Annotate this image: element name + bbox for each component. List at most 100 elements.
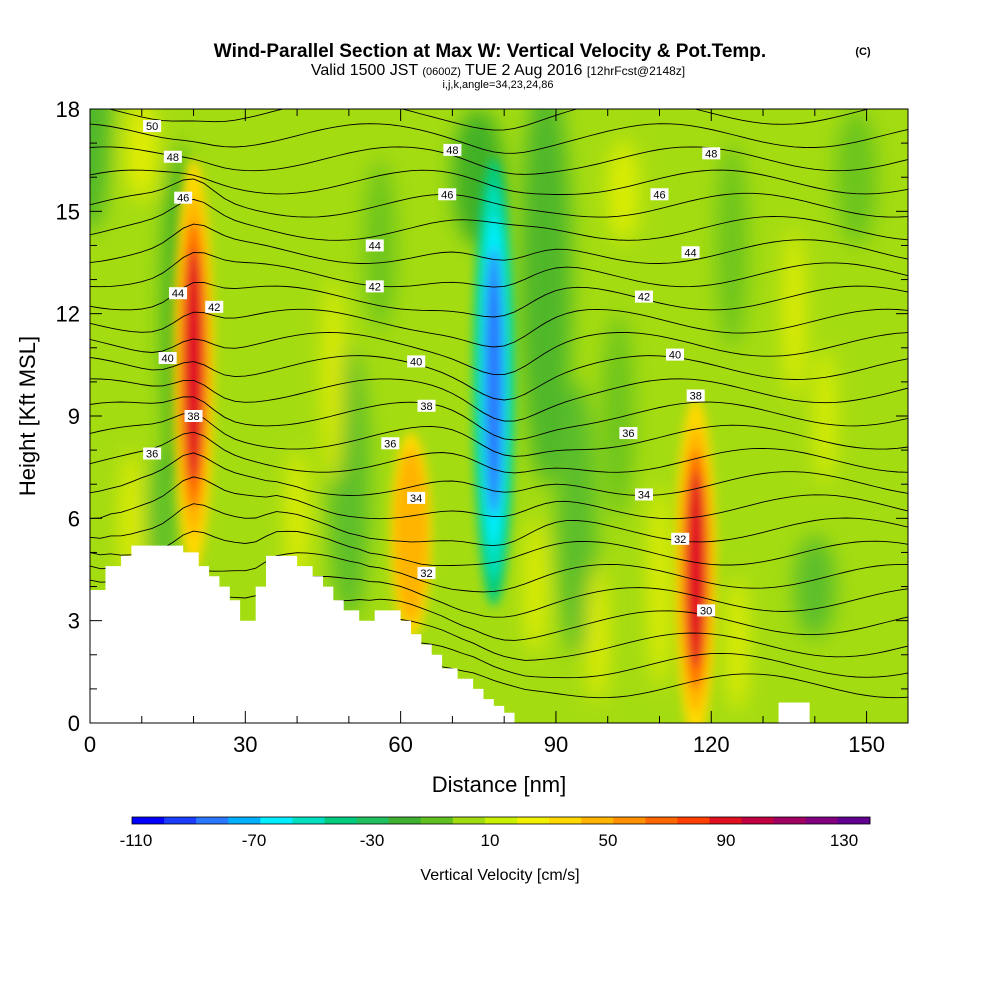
theta-label-box <box>158 352 177 365</box>
theta-label: 46 <box>174 191 193 205</box>
theta-label-box <box>407 491 426 504</box>
theta-contour-line <box>90 282 908 318</box>
theta-label: 46 <box>438 188 457 201</box>
theta-label: 30 <box>697 604 716 617</box>
updraft-core <box>184 248 203 481</box>
colorbar-swatch <box>517 817 550 824</box>
theta-label-box <box>702 147 721 160</box>
theta-label: 34 <box>407 491 426 505</box>
theta-label: 34 <box>634 488 653 501</box>
terrain-mask <box>90 545 515 723</box>
x-axis: 0 30 60 90 120 150 <box>84 109 885 757</box>
colorbar-swatch <box>356 817 390 824</box>
theta-label: 44 <box>365 239 384 252</box>
theta-label: 36 <box>143 447 162 461</box>
theta-label: 44 <box>169 287 188 300</box>
colorbar-swatch <box>709 817 743 824</box>
theta-label-text: 48 <box>705 148 717 160</box>
theta-contour-line <box>90 252 908 288</box>
colorbar <box>131 816 871 825</box>
theta-label-box <box>381 437 400 450</box>
colorbar-swatch <box>613 817 646 824</box>
colorbar-tick-label: -110 <box>120 831 153 850</box>
theta-contour-line <box>90 476 908 520</box>
theta-label-box <box>681 246 700 259</box>
theta-label-box <box>666 348 685 361</box>
colorbar-swatch <box>132 817 165 824</box>
theta-label-text: 46 <box>177 193 189 205</box>
velocity-patch <box>286 450 308 587</box>
theta-label-text: 32 <box>420 568 432 580</box>
theta-label-box <box>365 239 384 252</box>
theta-contour-line <box>90 530 908 567</box>
theta-contour-line <box>90 355 908 401</box>
downdraft-core <box>484 247 504 517</box>
velocity-patch <box>716 143 748 348</box>
velocity-patch <box>90 109 111 232</box>
theta-label-text: 40 <box>410 356 422 368</box>
plot-area: 50 48 48 48 46 46 46 44 44 44 42 42 42 40 40 40 38 38 38 36… <box>90 109 908 723</box>
theta-label: 38 <box>184 410 203 423</box>
theta-label: 38 <box>686 389 705 403</box>
colorbar-swatch <box>292 817 326 824</box>
theta-contour-line <box>90 308 908 348</box>
theta-label-text: 34 <box>638 489 650 501</box>
colorbar-swatch <box>260 817 293 824</box>
theta-label-box <box>417 566 436 579</box>
colorbar-tick-label: 50 <box>599 831 618 850</box>
theta-label-box <box>619 427 638 440</box>
velocity-cores <box>172 157 717 723</box>
theta-label-box <box>438 188 457 201</box>
colorbar-tick-label: 130 <box>830 831 858 850</box>
x-axis-label: Distance [nm] <box>432 772 567 797</box>
theta-label-text: 30 <box>700 605 712 617</box>
theta-label-text: 40 <box>162 353 174 365</box>
colorbar-swatch <box>388 817 422 824</box>
y-tick-label: 3 <box>68 609 80 634</box>
theta-label: 48 <box>443 143 462 157</box>
theta-label-box <box>686 389 705 402</box>
theta-label-text: 38 <box>690 391 702 403</box>
velocity-patch <box>835 109 877 246</box>
theta-label-box <box>417 399 436 412</box>
colorbar-swatch <box>484 817 518 824</box>
colorbar-tick-label: -30 <box>360 831 385 850</box>
x-tick-label: 90 <box>544 732 568 757</box>
theta-contour-line <box>90 331 908 376</box>
theta-label-text: 36 <box>146 449 158 461</box>
theta-contour-line <box>90 169 908 195</box>
colorbar-swatch <box>549 817 582 824</box>
colorbar-swatch <box>645 817 678 824</box>
updraft-core <box>686 471 706 668</box>
theta-contours <box>90 109 908 699</box>
theta-label-text: 46 <box>441 189 453 201</box>
colorbar-swatch <box>837 817 871 824</box>
colorbar-swatch <box>805 817 839 824</box>
x-tick-label: 0 <box>84 732 96 757</box>
theta-label: 32 <box>671 532 690 546</box>
theta-contour-line <box>90 552 908 593</box>
colorbar-swatch <box>741 817 775 824</box>
y-tick-label: 0 <box>68 711 80 736</box>
y-axis-label: Height [Kft MSL] <box>15 336 40 496</box>
theta-label: 42 <box>205 300 224 314</box>
velocity-patch <box>794 535 836 638</box>
theta-label-text: 48 <box>446 145 458 157</box>
theta-label-text: 42 <box>369 281 381 293</box>
velocity-patch <box>587 566 608 703</box>
theta-label: 40 <box>158 352 177 365</box>
theta-label-box <box>205 300 224 313</box>
velocity-patch <box>322 279 344 485</box>
theta-label-text: 44 <box>172 288 184 300</box>
terrain-block <box>778 702 810 723</box>
velocity-patch <box>726 576 748 713</box>
y-tick-label: 15 <box>56 199 80 224</box>
y-tick-label: 18 <box>56 97 80 122</box>
theta-label-box <box>143 120 162 133</box>
colorbar-swatch <box>677 817 711 824</box>
theta-label-text: 34 <box>410 493 422 505</box>
theta-label-text: 40 <box>669 350 681 362</box>
